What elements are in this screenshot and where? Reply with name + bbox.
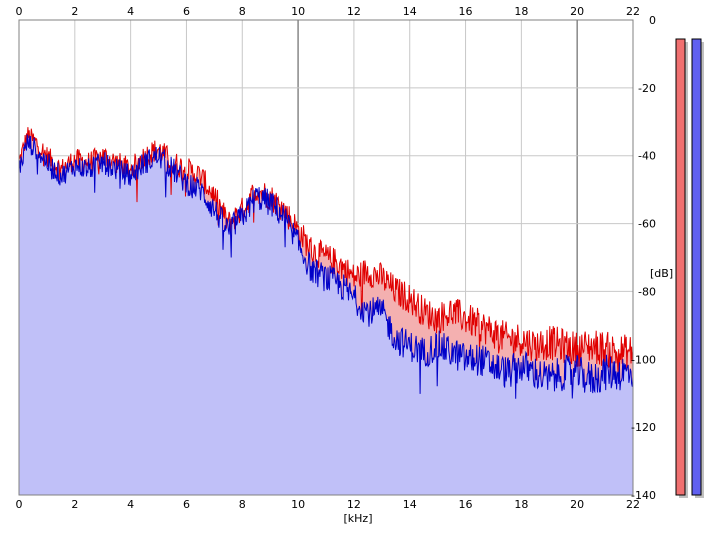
series-line-2 [18, 134, 634, 399]
x-tick-label-bottom: 4 [127, 498, 134, 511]
level-meter-2 [691, 38, 702, 496]
x-tick-label-top: 0 [16, 5, 23, 18]
x-tick-label-top: 2 [71, 5, 78, 18]
level-meters [675, 38, 704, 498]
x-ticks-bottom: 0 2 4 6 8 10 12 14 16 18 20 22 [16, 498, 641, 511]
y-tick-label: 0 [649, 14, 656, 27]
x-tick-label-top: 12 [347, 5, 361, 18]
y-tick-label: -140 [631, 489, 656, 502]
x-tick-label-bottom: 16 [459, 498, 473, 511]
y-tick-label: -120 [631, 421, 656, 434]
y-tick-label: -60 [638, 218, 656, 231]
x-tick-label-bottom: 0 [16, 498, 23, 511]
x-tick-label-top: 14 [403, 5, 417, 18]
x-tick-label-bottom: 22 [626, 498, 640, 511]
x-tick-label-top: 18 [514, 5, 528, 18]
x-tick-label-top: 10 [291, 5, 305, 18]
x-axis-label: [kHz] [344, 512, 373, 525]
y-ticks: 0 -20 -40 -60 -80 -100 -120 -140 [631, 14, 656, 502]
x-tick-label-bottom: 12 [347, 498, 361, 511]
y-tick-label: -100 [631, 353, 656, 366]
x-tick-label-top: 22 [626, 5, 640, 18]
y-tick-label: -20 [638, 82, 656, 95]
x-tick-label-top: 16 [459, 5, 473, 18]
series-fills [19, 127, 633, 495]
x-tick-label-top: 6 [183, 5, 190, 18]
x-tick-label-bottom: 8 [239, 498, 246, 511]
level-meter-1 [675, 38, 686, 496]
y-axis-label: [dB] [650, 267, 673, 280]
x-ticks-top: 0 2 4 6 8 10 12 14 16 18 20 22 [16, 5, 641, 18]
plot-frame [18, 19, 634, 496]
x-tick-label-top: 8 [239, 5, 246, 18]
x-tick-label-top: 20 [570, 5, 584, 18]
x-tick-label-bottom: 2 [71, 498, 78, 511]
x-tick-label-bottom: 20 [570, 498, 584, 511]
y-tick-label: -80 [638, 285, 656, 298]
series-lines [18, 127, 634, 399]
y-tick-label: -40 [638, 150, 656, 163]
series-area-2 [19, 134, 633, 495]
x-tick-label-bottom: 6 [183, 498, 190, 511]
x-tick-label-top: 4 [127, 5, 134, 18]
x-tick-label-bottom: 14 [403, 498, 417, 511]
x-tick-label-bottom: 10 [291, 498, 305, 511]
x-tick-label-bottom: 18 [514, 498, 528, 511]
